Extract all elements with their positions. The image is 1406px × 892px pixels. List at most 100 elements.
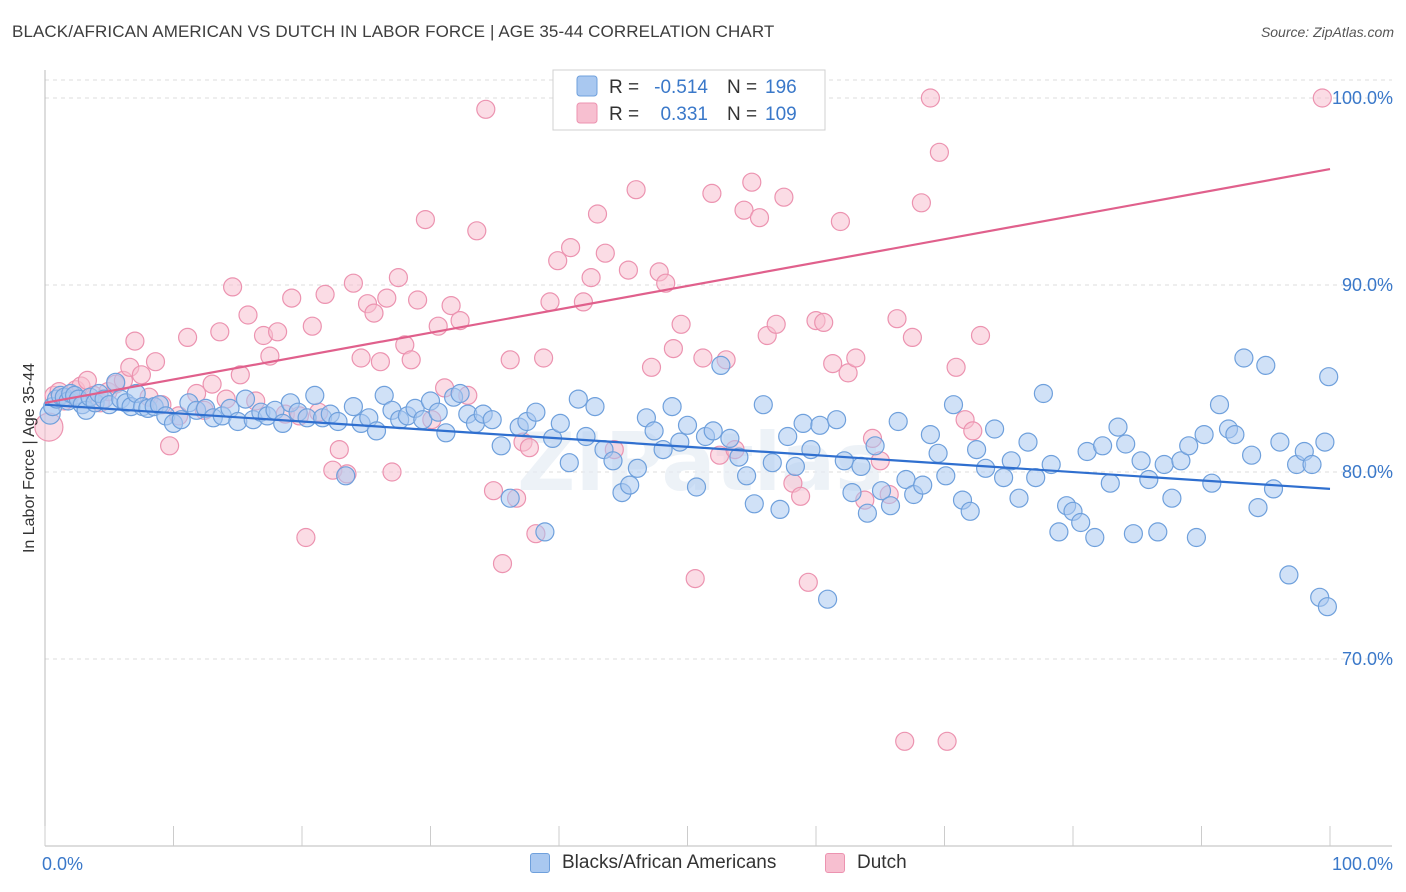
black-african-american-point [1033, 383, 1054, 404]
dutch-point [268, 322, 288, 342]
dutch-point [937, 731, 957, 751]
dutch-point [441, 296, 461, 316]
dutch-point [693, 348, 713, 368]
dutch-point [823, 354, 843, 374]
dutch-point [911, 193, 932, 213]
black-african-american-point [834, 451, 854, 471]
black-african-american-point [450, 383, 470, 404]
dutch-point [315, 284, 335, 304]
black-african-american-point [943, 395, 964, 415]
dutch-point [685, 568, 705, 589]
dutch-point [145, 352, 166, 372]
dutch-point [343, 273, 363, 293]
black-african-american-point [1116, 434, 1136, 454]
black-african-american-point [1319, 367, 1339, 387]
legend-item-dutch: Dutch [825, 852, 907, 874]
black-african-american-point [1049, 522, 1069, 542]
black-african-american-point [1270, 432, 1290, 452]
black-african-american-point [729, 447, 749, 467]
dutch-point [519, 438, 540, 458]
dutch-point [1312, 88, 1332, 108]
black-african-american-point [1162, 488, 1182, 508]
dutch-point [351, 348, 371, 368]
black-african-american-point [500, 488, 520, 508]
dutch-point [814, 312, 834, 332]
dutch-point [202, 374, 222, 394]
legend-swatch-dutch [825, 853, 845, 873]
legend-n-label-pink: N = [727, 104, 757, 125]
dutch-point [131, 365, 151, 385]
black-african-american-point [975, 458, 996, 478]
dutch-point [125, 331, 145, 351]
dutch-point [364, 303, 384, 323]
black-african-american-point [960, 501, 980, 521]
dutch-point [483, 481, 504, 501]
dutch-point [798, 572, 818, 592]
tick-labels: 70.0% 80.0% 90.0% 100.0% 0.0% 100.0% [42, 88, 1393, 874]
black-african-american-point [1041, 454, 1061, 475]
black-african-american-point [620, 475, 640, 495]
black-african-american-point [753, 395, 773, 415]
black-african-american-point [559, 453, 579, 473]
dutch-point [946, 357, 966, 377]
black-african-american-point [374, 385, 394, 405]
dutch-point [296, 527, 316, 548]
black-african-american-point [436, 423, 456, 443]
black-african-american-point [1248, 498, 1268, 518]
black-african-american-point [1148, 522, 1168, 542]
legend-r-value-pink: 0.331 [660, 104, 708, 125]
black-african-american-point [1202, 473, 1222, 493]
black-african-american-point [343, 397, 363, 417]
black-african-american-point [1171, 451, 1191, 471]
source-label: Source: ZipAtlas.com [1260, 24, 1394, 40]
dutch-point [830, 211, 851, 232]
axes [44, 70, 1392, 847]
y-axis-title: In Labor Force | Age 35-44 [21, 363, 38, 553]
black-african-american-point [235, 389, 256, 409]
black-african-american-point [644, 421, 664, 441]
dutch-point [573, 292, 594, 312]
series-legend: Blacks/African Americans Dutch [0, 852, 1406, 880]
black-african-american-point [1131, 451, 1151, 471]
legend-r-label-pink: R = [609, 104, 639, 125]
dutch-point [929, 142, 950, 162]
dutch-point [963, 421, 983, 441]
dutch-point [766, 314, 786, 334]
dutch-point [540, 292, 560, 312]
black-african-american-point [736, 466, 757, 486]
y-tick-label: 100.0% [1332, 88, 1393, 108]
black-african-american-point [526, 402, 546, 422]
dutch-point [581, 268, 601, 288]
dutch-point [887, 309, 907, 329]
black-african-american-point [1179, 436, 1199, 456]
y-tick-label: 70.0% [1342, 649, 1393, 669]
dutch-point [223, 277, 243, 297]
black-african-american-point [865, 436, 885, 456]
y-tick-label: 80.0% [1342, 462, 1393, 482]
dutch-point [210, 322, 230, 342]
dutch-point [618, 260, 639, 280]
trend-line-blacks [44, 403, 1331, 490]
dutch-point [282, 288, 302, 308]
dutch-point [641, 357, 662, 377]
black-african-american-point [535, 522, 555, 542]
black-african-american-point [366, 421, 387, 441]
dutch-point [970, 325, 991, 346]
dutch-point [656, 273, 676, 293]
black-african-american-point [305, 385, 325, 405]
black-african-american-point [1001, 451, 1021, 471]
black-african-american-point [817, 589, 838, 609]
legend-swatch-blue [576, 75, 598, 97]
black-african-american-point [550, 413, 570, 433]
legend-label-dutch: Dutch [857, 852, 907, 873]
dutch-point [742, 172, 762, 192]
black-african-american-point [1279, 565, 1299, 585]
black-african-american-point [711, 355, 731, 375]
black-african-american-point [1186, 527, 1207, 548]
dutch-point [382, 462, 402, 482]
black-african-american-point [1085, 527, 1105, 548]
black-african-american-point [336, 466, 356, 486]
black-african-american-point [920, 425, 941, 445]
black-african-american-point [770, 499, 790, 519]
